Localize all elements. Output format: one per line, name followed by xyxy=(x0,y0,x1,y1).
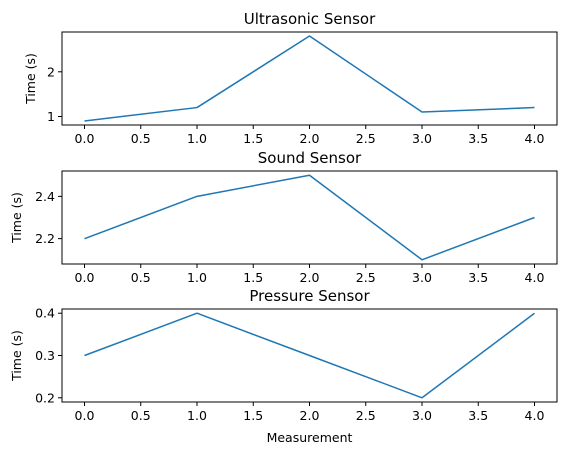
x-tick-label: 3.0 xyxy=(412,270,432,285)
chart-title: Sound Sensor xyxy=(258,149,362,167)
subplot-2: 0.0 0.5 1.0 1.5 2.0 2.5 3.0 3.5 4.0 2.2 2.4 Sound S… xyxy=(9,149,558,285)
x-tick-label: 3.0 xyxy=(412,408,432,423)
series-line xyxy=(84,174,535,261)
x-tick-label: 3.0 xyxy=(412,131,432,146)
x-tick-label: 1.0 xyxy=(187,408,207,423)
axes-frame xyxy=(61,31,558,126)
x-tick-label: 2.5 xyxy=(356,408,376,423)
x-tick-label: 2.5 xyxy=(356,131,376,146)
x-tick-label: 4.0 xyxy=(525,408,545,423)
x-tick-label: 1.5 xyxy=(243,408,263,423)
y-tick-label: 2 xyxy=(47,64,55,79)
x-tick-label: 1.5 xyxy=(243,131,263,146)
x-tick-label: 3.5 xyxy=(468,131,488,146)
y-axis-label: Time (s) xyxy=(23,53,38,105)
x-tick-label: 0.0 xyxy=(75,408,95,423)
x-tick-label: 2.0 xyxy=(300,408,320,423)
subplot-3: 0.0 0.5 1.0 1.5 2.0 2.5 3.0 3.5 4.0 0.2 0.3 0.4 Pres… xyxy=(9,287,558,445)
axes-frame xyxy=(61,170,558,265)
x-tick-label: 4.0 xyxy=(525,270,545,285)
x-axis-label: Measurement xyxy=(267,430,353,445)
y-tick-label: 0.4 xyxy=(35,306,55,321)
x-tick-label: 0.5 xyxy=(131,270,151,285)
y-tick-label: 0.2 xyxy=(35,390,55,405)
x-tick-label: 1.0 xyxy=(187,270,207,285)
series-line xyxy=(84,35,535,122)
y-axis-label: Time (s) xyxy=(9,192,24,244)
chart-title: Pressure Sensor xyxy=(249,287,370,305)
subplot-1: 0.0 0.5 1.0 1.5 2.0 2.5 3.0 3.5 4.0 1 2 Ultrasonic … xyxy=(23,10,558,146)
y-tick-label: 2.4 xyxy=(35,189,55,204)
x-tick-label: 0.0 xyxy=(75,270,95,285)
x-tick-label: 4.0 xyxy=(525,131,545,146)
chart-title: Ultrasonic Sensor xyxy=(244,10,376,28)
y-tick-label: 1 xyxy=(47,109,55,124)
y-tick-label: 0.3 xyxy=(35,348,55,363)
x-tick-label: 2.0 xyxy=(300,270,320,285)
x-tick-label: 2.5 xyxy=(356,270,376,285)
x-tick-label: 0.5 xyxy=(131,408,151,423)
x-tick-label: 1.0 xyxy=(187,131,207,146)
x-tick-label: 1.5 xyxy=(243,270,263,285)
x-tick-label: 3.5 xyxy=(468,270,488,285)
x-tick-label: 3.5 xyxy=(468,408,488,423)
x-tick-label: 0.0 xyxy=(75,131,95,146)
x-tick-label: 0.5 xyxy=(131,131,151,146)
y-axis-label: Time (s) xyxy=(9,330,24,382)
x-tick-label: 2.0 xyxy=(300,131,320,146)
y-tick-label: 2.2 xyxy=(35,231,55,246)
